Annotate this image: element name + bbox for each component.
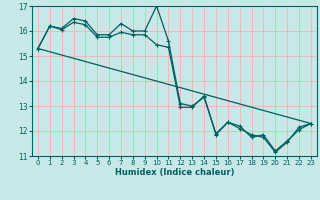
X-axis label: Humidex (Indice chaleur): Humidex (Indice chaleur): [115, 168, 234, 177]
